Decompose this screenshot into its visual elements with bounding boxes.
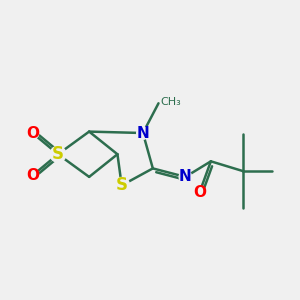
Text: O: O	[26, 168, 39, 183]
Text: S: S	[116, 176, 128, 194]
Circle shape	[26, 169, 39, 182]
Text: N: N	[136, 125, 149, 140]
Text: CH₃: CH₃	[161, 97, 182, 107]
Circle shape	[114, 178, 130, 193]
Circle shape	[50, 146, 66, 162]
Circle shape	[193, 186, 206, 199]
Text: O: O	[193, 185, 206, 200]
Text: O: O	[26, 125, 39, 140]
Text: N: N	[179, 169, 192, 184]
Circle shape	[26, 127, 39, 139]
Circle shape	[137, 127, 149, 139]
Text: S: S	[52, 145, 64, 163]
Circle shape	[179, 171, 192, 183]
